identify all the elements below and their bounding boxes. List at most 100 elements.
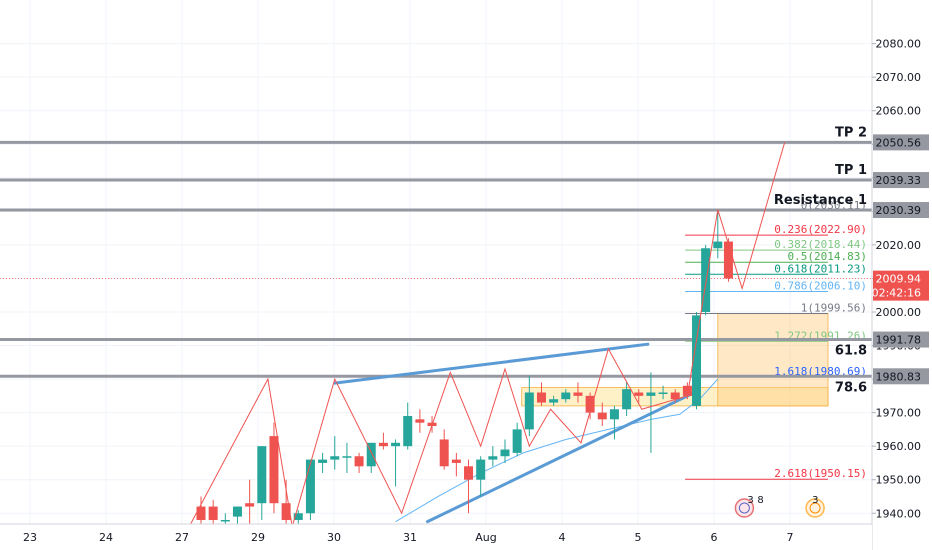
level-price-tag-label: 1980.83: [876, 370, 922, 383]
candle: [634, 389, 644, 403]
candle: [549, 395, 559, 406]
candle-body: [220, 519, 230, 522]
candle: [692, 311, 702, 410]
fib-level-label: 0.618(2011.23): [774, 262, 867, 275]
trendline[interactable]: [333, 342, 650, 385]
fib-level-label: 1(1999.56): [801, 301, 867, 314]
candle-body: [366, 442, 376, 467]
candle: [378, 432, 388, 450]
candle-body: [682, 385, 692, 396]
fib-level-label: 0.382(2018.44): [774, 238, 867, 251]
candle: [476, 456, 486, 497]
time-tick-label: 4: [559, 531, 566, 544]
level-price-tag-label: 2039.33: [876, 174, 922, 187]
event-badge[interactable]: [805, 498, 825, 518]
zigzag-path[interactable]: [181, 142, 786, 541]
level-price-tag[interactable]: [873, 331, 929, 348]
candle-body: [439, 439, 449, 467]
candle-body: [549, 399, 559, 403]
zigzag-pattern-line[interactable]: [181, 142, 786, 541]
trendlines[interactable]: [333, 342, 700, 524]
candle: [512, 422, 522, 457]
candle: [342, 442, 352, 474]
candle: [196, 496, 206, 527]
candle: [366, 442, 376, 474]
candle: [609, 405, 619, 440]
price-tick-label: 2060.00: [876, 105, 922, 118]
price-tick-label: 1940.00: [876, 507, 922, 520]
candle-body: [451, 459, 461, 463]
candle: [701, 244, 711, 316]
candle: [245, 479, 255, 527]
candle: [573, 382, 583, 403]
event-count: 3: [747, 495, 753, 506]
fib-level-label: 0.786(2006.10): [774, 280, 867, 293]
flag-icon-inner: [738, 502, 750, 514]
candle: [682, 382, 692, 400]
current-price-label: 2009.94: [876, 273, 922, 286]
level-price-tag[interactable]: [873, 202, 929, 219]
candle-body: [573, 392, 583, 396]
candle: [391, 439, 401, 487]
price-tick-label: 2020.00: [876, 239, 922, 252]
candle: [208, 499, 218, 527]
candle-body: [658, 392, 668, 394]
candle: [415, 409, 425, 433]
trendline[interactable]: [425, 389, 700, 524]
candle-body: [391, 442, 401, 447]
candle: [500, 439, 510, 463]
candle-body: [330, 456, 340, 460]
time-axis-background: [0, 524, 872, 550]
fib-level-label: 1.618(1980.69): [774, 365, 867, 378]
candle: [585, 392, 595, 420]
candle: [658, 385, 668, 400]
candle: [488, 446, 498, 467]
candle-body: [257, 446, 267, 504]
time-tick-label: 27: [175, 531, 189, 544]
price-axis[interactable]: 1940.001950.001960.001970.001980.001990.…: [871, 0, 932, 550]
candle: [597, 402, 607, 427]
candle: [403, 402, 413, 450]
level-price-tag[interactable]: [873, 172, 929, 189]
time-tick-label: Aug: [475, 531, 496, 544]
time-tick-label: 24: [99, 531, 113, 544]
time-axis[interactable]: 23 24 27 29 30 31 Aug 4 5 6 7: [0, 523, 872, 550]
candle: [305, 459, 315, 520]
price-tick-label: 2000.00: [876, 306, 922, 319]
candle: [646, 372, 656, 453]
candle-body: [318, 459, 328, 463]
time-tick-label: 31: [403, 531, 417, 544]
moving-average-line: [395, 378, 719, 523]
level-price-tag[interactable]: [873, 134, 929, 151]
moving-average-path: [395, 378, 719, 523]
level-price-tag-label: 1991.78: [876, 334, 922, 347]
event-count: 3: [812, 495, 818, 506]
current-price-tag[interactable]: [873, 270, 929, 301]
event-badge[interactable]: [734, 498, 755, 518]
candle-body: [561, 392, 571, 400]
price-tick-label: 1960.00: [876, 440, 922, 453]
candle-body: [701, 248, 711, 312]
candle: [269, 422, 279, 514]
time-tick-label: 7: [787, 531, 794, 544]
candle-body: [536, 392, 546, 403]
price-tick-label: 1970.00: [876, 407, 922, 420]
horizontal-level-label: TP 2: [835, 125, 867, 140]
fibonacci-extension[interactable]: 0(2030.11)0.236(2022.90)0.382(2018.44)0.…: [685, 199, 867, 480]
price-tick-label: 2070.00: [876, 71, 922, 84]
level-price-tag[interactable]: [873, 368, 929, 385]
candle-body: [196, 506, 206, 520]
price-tick-label: 2080.00: [876, 38, 922, 51]
price-tick-label: 1950.00: [876, 474, 922, 487]
candle-body: [634, 392, 644, 396]
fib-level-label: 0.236(2022.90): [774, 223, 867, 236]
candle-body: [622, 389, 632, 410]
candle: [232, 506, 242, 527]
level-price-tag-label: 2030.39: [876, 204, 922, 217]
horizontal-levels[interactable]: TP 2 TP 1 Resistance 1 61.8 78.6: [0, 125, 872, 395]
candle: [670, 389, 680, 403]
candle-body: [464, 466, 474, 480]
